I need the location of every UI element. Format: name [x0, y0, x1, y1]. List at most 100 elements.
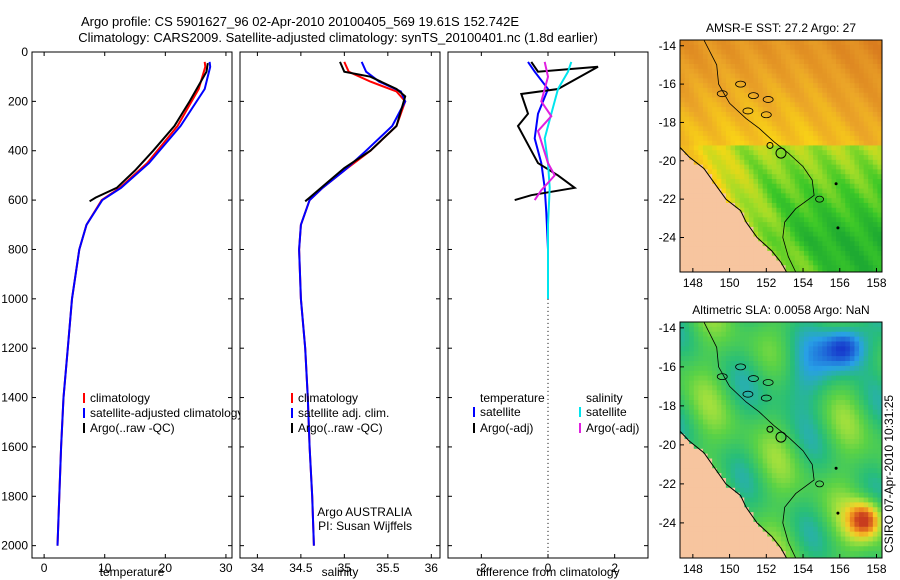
field-cell — [849, 59, 856, 65]
field-cell — [785, 487, 791, 494]
field-cell — [813, 49, 819, 55]
field-cell — [863, 419, 869, 425]
field-cell — [739, 351, 745, 357]
field-cell — [808, 44, 814, 51]
field-cell — [817, 198, 823, 204]
field-cell — [716, 68, 722, 75]
land-cell — [707, 183, 713, 190]
field-cell — [868, 492, 874, 499]
field-cell — [826, 443, 833, 450]
field-cell — [702, 326, 709, 333]
field-cell — [872, 68, 879, 75]
field-cell — [863, 385, 869, 391]
land-cell — [716, 207, 722, 214]
field-cell — [817, 44, 823, 51]
field-cell — [840, 250, 846, 257]
field-cell — [817, 502, 823, 508]
field-cell — [836, 322, 842, 328]
field-cell — [868, 468, 874, 474]
field-cell — [689, 439, 695, 445]
field-cell — [771, 365, 778, 372]
land-cell — [693, 226, 699, 233]
field-cell — [762, 434, 768, 440]
field-cell — [845, 531, 851, 538]
field-cell — [868, 536, 874, 543]
field-cell — [799, 322, 805, 328]
field-cell — [799, 453, 805, 460]
field-cell — [863, 270, 869, 272]
field-cell — [813, 236, 819, 242]
field-cell — [868, 102, 874, 108]
land-cell — [716, 478, 722, 484]
land-cell — [707, 526, 713, 533]
field-cell — [831, 443, 837, 450]
field-cell — [831, 546, 837, 552]
land-cell — [698, 188, 704, 194]
land-cell — [739, 502, 745, 508]
field-cell — [748, 404, 755, 411]
field-cell — [859, 385, 865, 391]
field-cell — [785, 551, 791, 557]
field-cell — [776, 341, 782, 347]
field-cell — [790, 409, 796, 416]
field-cell — [826, 260, 833, 266]
field-cell — [836, 135, 842, 142]
field-cell — [845, 556, 851, 558]
field-cell — [758, 59, 764, 65]
field-cell — [872, 361, 879, 367]
field-cell — [863, 458, 869, 465]
field-cell — [753, 336, 759, 343]
field-cell — [721, 121, 727, 127]
field-cell — [826, 241, 833, 247]
field-cell — [817, 341, 823, 347]
field-cell — [767, 49, 773, 55]
field-cell — [748, 83, 755, 89]
field-cell — [799, 92, 805, 99]
field-cell — [813, 222, 819, 228]
field-cell — [698, 73, 704, 79]
field-cell — [776, 226, 782, 233]
field-cell — [845, 116, 851, 123]
field-cell — [794, 193, 800, 199]
field-cell — [785, 541, 791, 547]
field-cell — [684, 116, 690, 123]
field-cell — [758, 482, 764, 489]
field-cell — [790, 102, 796, 108]
field-cell — [794, 107, 800, 113]
land-cell — [689, 169, 695, 175]
field-cell — [735, 463, 741, 469]
field-cell — [771, 356, 778, 362]
field-cell — [712, 135, 718, 142]
field-cell — [863, 92, 869, 99]
field-cell — [758, 404, 764, 411]
field-cell — [794, 140, 800, 147]
field-cell — [689, 380, 695, 386]
land-cell — [680, 531, 686, 538]
field-cell — [840, 556, 846, 558]
field-cell — [785, 517, 791, 523]
land-cell — [712, 502, 718, 508]
field-cell — [739, 375, 745, 382]
field-cell — [872, 217, 879, 223]
land-cell — [684, 502, 690, 508]
field-cell — [735, 44, 741, 51]
field-cell — [882, 556, 887, 561]
field-cell — [849, 507, 856, 513]
field-cell — [863, 443, 869, 450]
field-cell — [771, 179, 778, 185]
field-cell — [845, 73, 851, 79]
field-cell — [707, 361, 713, 367]
field-cell — [776, 250, 782, 257]
field-cell — [771, 212, 778, 218]
field-cell — [831, 135, 837, 142]
field-cell — [840, 400, 846, 406]
field-cell — [854, 78, 860, 84]
field-cell — [817, 49, 823, 55]
field-cell — [831, 370, 837, 377]
land-cell — [680, 482, 686, 489]
field-cell — [808, 102, 814, 108]
field-cell — [771, 121, 778, 127]
field-cell — [803, 222, 810, 228]
land-cell — [689, 443, 695, 450]
land-cell — [735, 526, 741, 533]
